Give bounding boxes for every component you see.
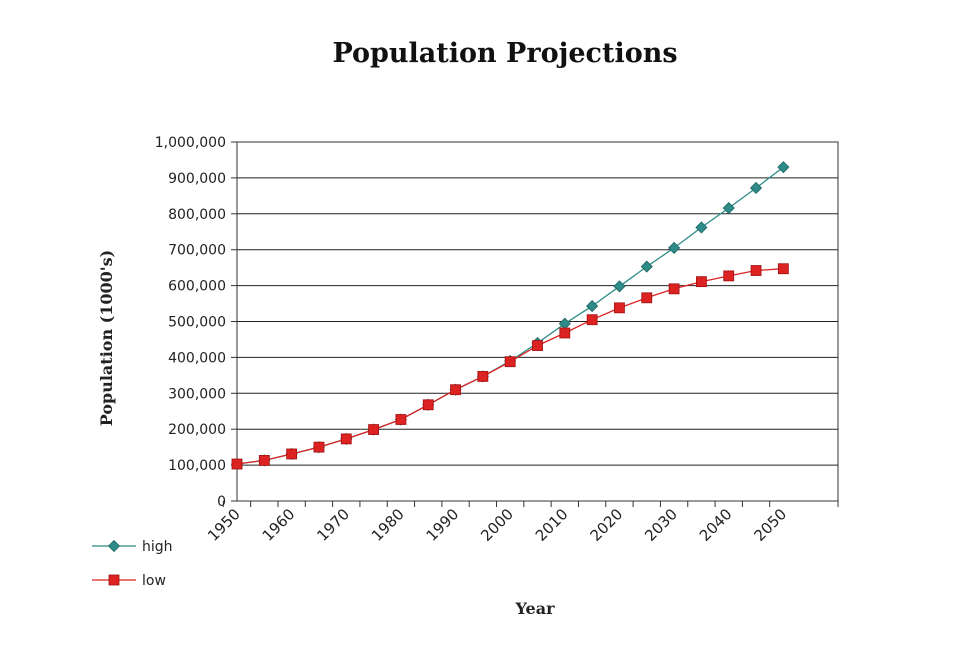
x-tick-label: 2040 xyxy=(696,505,736,545)
x-tick-label: 1990 xyxy=(423,505,463,545)
x-tick-label: 1980 xyxy=(368,505,408,545)
data-point-low xyxy=(450,384,461,396)
x-tick-label: 1970 xyxy=(313,505,353,545)
y-tick-label: 0 xyxy=(217,494,226,510)
data-point-high xyxy=(640,260,653,273)
y-tick-label: 900,000 xyxy=(168,171,226,187)
y-tick-label: 1,000,000 xyxy=(155,135,226,151)
data-point-high xyxy=(613,280,626,293)
x-tick-label: 2020 xyxy=(587,505,627,545)
data-point-high xyxy=(722,201,735,215)
x-tick-label: 1950 xyxy=(204,505,244,545)
gridlines xyxy=(237,177,838,466)
data-point-high xyxy=(586,299,599,313)
data-point-low xyxy=(614,302,625,314)
y-tick-label: 400,000 xyxy=(168,350,226,366)
data-point-low xyxy=(532,340,543,351)
y-tick-label: 800,000 xyxy=(168,207,226,223)
data-point-low xyxy=(750,265,762,276)
data-point-low xyxy=(258,455,270,466)
data-point-low xyxy=(313,441,325,453)
y-tick-label: 200,000 xyxy=(168,422,226,438)
data-point-high xyxy=(749,181,763,195)
series-lines xyxy=(230,161,790,471)
y-tick-label: 100,000 xyxy=(168,458,226,474)
data-point-low xyxy=(422,399,434,411)
data-point-high xyxy=(668,241,681,254)
data-point-low xyxy=(504,356,516,368)
legend-marker-high xyxy=(107,539,121,553)
x-tick-label: 2030 xyxy=(641,505,681,545)
y-tick-label: 700,000 xyxy=(168,243,226,259)
data-point-low xyxy=(696,276,707,288)
x-tick-label: 2050 xyxy=(750,505,790,545)
data-point-low xyxy=(723,270,735,282)
legend-marker-low xyxy=(108,574,120,586)
data-point-low xyxy=(586,314,598,326)
x-tick-label: 2010 xyxy=(532,505,572,545)
data-point-high xyxy=(695,221,708,234)
data-point-low xyxy=(395,414,407,425)
data-point-low xyxy=(777,263,789,275)
data-point-low xyxy=(368,424,379,435)
y-tick-label: 300,000 xyxy=(168,386,226,402)
y-axis-label: Population (1000's) xyxy=(97,250,116,426)
data-point-high xyxy=(777,161,790,174)
legend-label-high: high xyxy=(142,539,173,555)
x-axis-ticks: 1950 1960 1970 1980 1990 2000 2010 2020 2030 2040… xyxy=(204,501,839,545)
data-point-low xyxy=(286,448,298,460)
x-tick-label: 1960 xyxy=(259,505,299,545)
x-tick-label: 2000 xyxy=(477,505,517,545)
data-point-low xyxy=(559,327,571,339)
legend: high low xyxy=(92,539,173,589)
y-tick-label: 600,000 xyxy=(168,279,226,295)
data-point-low xyxy=(340,433,352,445)
x-axis-label: Year xyxy=(514,599,555,618)
y-tick-label: 500,000 xyxy=(168,315,226,331)
data-point-low xyxy=(477,371,489,382)
data-point-low xyxy=(231,458,243,470)
data-point-low xyxy=(668,283,680,295)
chart-title: Population Projections xyxy=(332,38,677,69)
data-point-low xyxy=(641,292,653,304)
legend-label-low: low xyxy=(142,573,166,589)
y-axis-ticks: 0 100,000 200,000 300,000 400,000 500,000 600,… xyxy=(155,135,237,510)
